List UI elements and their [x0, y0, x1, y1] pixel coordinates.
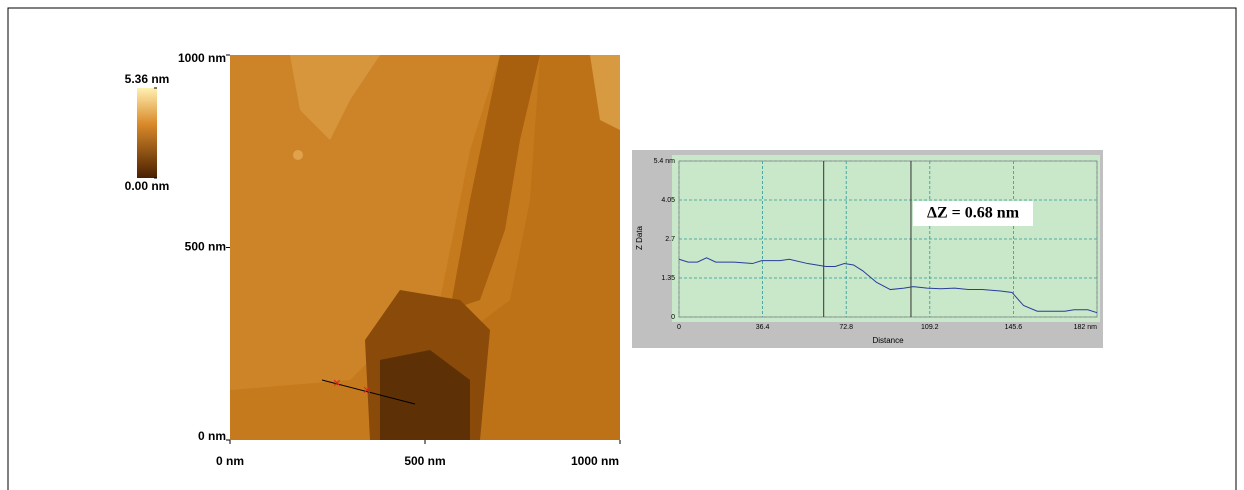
annotation-box: [913, 201, 1033, 226]
y-tick-label: 0: [671, 314, 675, 321]
y-tick-label: 0 nm: [198, 429, 226, 443]
y-tick-label: 1000 nm: [178, 51, 226, 65]
afm-image: [230, 55, 620, 440]
marker: ×: [363, 382, 371, 398]
x-tick-label: 0 nm: [216, 454, 244, 468]
x-tick-label: 145.6: [1005, 324, 1023, 331]
plot-area: [672, 155, 1100, 322]
y-tick-label: 4.05: [661, 197, 675, 204]
x-tick-label: 500 nm: [404, 454, 445, 468]
y-axis-title: Z Data: [635, 225, 644, 250]
colorbar-label: 0.00 nm: [125, 179, 170, 193]
y-tick-label: 2.7: [665, 236, 675, 243]
x-tick-label: 182 nm: [1074, 324, 1098, 331]
profile-line: [321, 379, 416, 405]
annotation: ΔZ = 0.68 nm: [927, 205, 1020, 222]
profile-line: [678, 257, 1098, 314]
frame: [7, 7, 1237, 490]
colorbar-label: 5.36 nm: [125, 72, 170, 86]
plot-border: [678, 160, 1098, 318]
y-tick-label: 500 nm: [185, 240, 226, 254]
y-tick-label: 1.35: [661, 275, 675, 282]
y-tick-label: 5.4 nm: [654, 158, 676, 165]
x-axis-title: Distance: [872, 336, 904, 345]
x-tick-label: 36.4: [756, 324, 770, 331]
x-tick-label: 72.8: [839, 324, 853, 331]
colorbar: [137, 88, 157, 178]
x-tick-label: 1000 nm: [571, 454, 619, 468]
x-tick-label: 0: [677, 324, 681, 331]
x-tick-label: 109.2: [921, 324, 939, 331]
marker: ×: [333, 375, 341, 391]
